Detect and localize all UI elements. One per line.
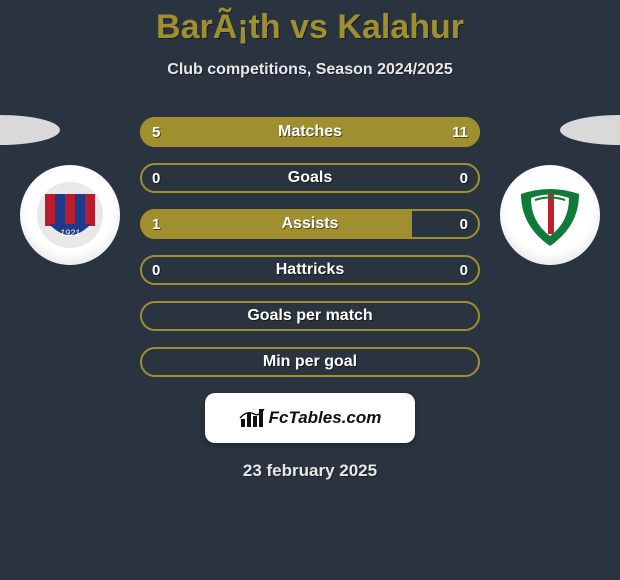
bars-icon bbox=[239, 407, 265, 429]
comparison-date: 23 february 2025 bbox=[0, 461, 620, 481]
svg-text:1921: 1921 bbox=[60, 228, 80, 238]
club-badge-left: 1921 bbox=[20, 165, 120, 265]
stat-row: 00Hattricks bbox=[140, 255, 480, 285]
brand-logo: FcTables.com bbox=[239, 407, 382, 429]
stat-row: Min per goal bbox=[140, 347, 480, 377]
brand-text: FcTables.com bbox=[269, 408, 382, 428]
club-crest-left-icon: 1921 bbox=[35, 180, 105, 250]
stat-row: 511Matches bbox=[140, 117, 480, 147]
club-badge-right bbox=[500, 165, 600, 265]
stat-rows: 511Matches 00Goals 10Assists 00Hattricks Goa… bbox=[140, 117, 480, 377]
stat-label: Matches bbox=[140, 117, 480, 147]
stat-row: 00Goals bbox=[140, 163, 480, 193]
stat-row: Goals per match bbox=[140, 301, 480, 331]
stat-row: 10Assists bbox=[140, 209, 480, 239]
brand-pill: FcTables.com bbox=[205, 393, 415, 443]
stat-label: Goals bbox=[140, 163, 480, 193]
player-left-ellipse bbox=[0, 115, 60, 145]
comparison-stage: 1921 511Matches 00Goals 10Assists 00Hattric… bbox=[0, 117, 620, 377]
page-title: BarÃ¡th vs Kalahur bbox=[0, 0, 620, 47]
page-subtitle: Club competitions, Season 2024/2025 bbox=[0, 61, 620, 79]
stat-label: Assists bbox=[140, 209, 480, 239]
stat-label: Hattricks bbox=[140, 255, 480, 285]
stat-label: Min per goal bbox=[140, 347, 480, 377]
club-crest-right-icon bbox=[511, 176, 589, 254]
stat-label: Goals per match bbox=[140, 301, 480, 331]
player-right-ellipse bbox=[560, 115, 620, 145]
